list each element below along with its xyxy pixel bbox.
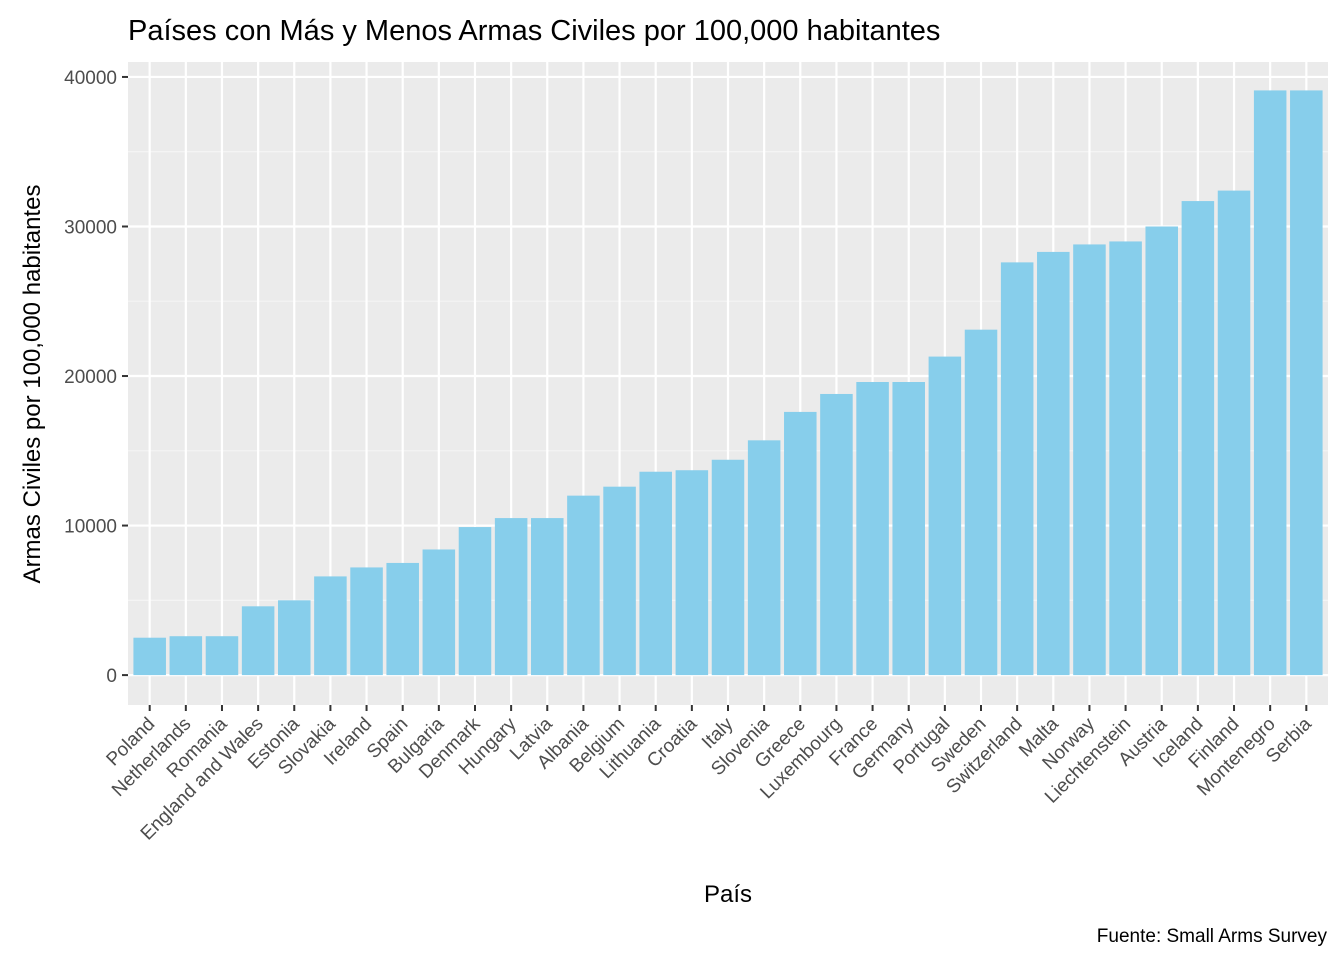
bar-poland — [133, 637, 166, 676]
bar-latvia — [531, 518, 564, 676]
chart-title: Países con Más y Menos Armas Civiles por… — [128, 15, 940, 47]
bar-bulgaria — [422, 549, 456, 676]
bar-hungary — [494, 518, 528, 676]
bar-switzerland — [1000, 262, 1034, 676]
bar-greece — [784, 411, 817, 676]
bar-spain — [386, 562, 419, 676]
bar-estonia — [278, 600, 311, 676]
y-tick-label: 40000 — [64, 68, 117, 89]
bar-slovenia — [747, 440, 781, 676]
y-tick-label: 10000 — [64, 517, 117, 538]
y-tick-label: 30000 — [64, 217, 117, 238]
bar-ireland — [350, 567, 383, 676]
bar-germany — [892, 382, 925, 676]
bar-france — [856, 382, 889, 676]
bar-romania — [205, 636, 239, 676]
bar-belgium — [603, 486, 636, 676]
bar-liechtenstein — [1109, 241, 1142, 676]
bar-finland — [1217, 190, 1251, 676]
y-axis: 0 10000 20000 30000 40000 — [64, 68, 128, 687]
bar-croatia — [675, 470, 709, 676]
bar-montenegro — [1253, 90, 1287, 676]
bars — [133, 90, 1323, 676]
bar-serbia — [1290, 90, 1323, 676]
bar-malta — [1037, 251, 1070, 676]
bar-netherlands — [169, 636, 203, 676]
bar-england-and-wales — [241, 606, 275, 676]
y-tick-label: 20000 — [64, 367, 117, 388]
y-axis-title: Armas Civiles por 100,000 habitantes — [19, 185, 46, 584]
bar-luxembourg — [820, 393, 853, 676]
bar-albania — [567, 495, 600, 676]
bar-iceland — [1181, 201, 1215, 676]
bar-italy — [711, 459, 745, 676]
bar-portugal — [928, 356, 962, 676]
bar-norway — [1073, 244, 1106, 676]
bar-slovakia — [314, 576, 347, 676]
x-axis-title: País — [704, 881, 752, 908]
bar-sweden — [964, 329, 998, 676]
bar-lithuania — [639, 471, 672, 676]
bar-denmark — [458, 527, 492, 676]
y-tick-label: 0 — [106, 666, 117, 687]
bar-austria — [1145, 226, 1178, 676]
chart-caption: Fuente: Small Arms Survey — [1097, 926, 1328, 947]
